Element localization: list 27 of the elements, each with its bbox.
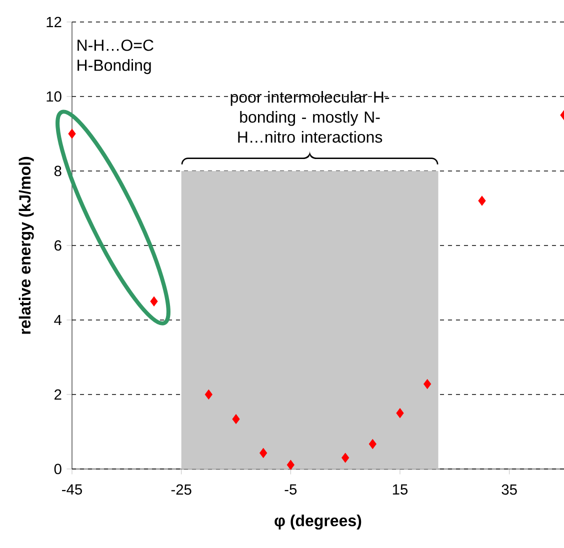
x-tick-label: -45 [62, 484, 82, 495]
point [424, 379, 432, 389]
point [396, 408, 404, 418]
x-tick-label: 35 [502, 484, 517, 495]
point [260, 448, 268, 458]
annotation: poor intermolecular H-bonding - mostly N-H…nitro interactions [230, 90, 390, 143]
x-tick-label: 15 [392, 484, 408, 495]
y-tick-label: 10 [46, 91, 62, 102]
point [68, 128, 76, 139]
point [232, 414, 240, 424]
y-tick-label: 12 [46, 16, 62, 28]
y-tick-label: 0 [54, 464, 62, 474]
x-tick-label: -5 [284, 484, 297, 495]
annotation: N-H…O=C H-Bonding [78, 40, 154, 74]
point [286, 460, 294, 470]
y-tick-label: 8 [54, 166, 62, 176]
y-tick-label: 4 [54, 314, 62, 326]
point [368, 439, 376, 449]
y-tick-label: 2 [54, 389, 62, 400]
point [204, 390, 212, 400]
point [478, 196, 486, 206]
point [342, 452, 350, 463]
x-axis-title: φ (degrees) [274, 514, 362, 530]
y-tick-label: 6 [54, 240, 62, 251]
y-axis-title: relative energy (kJ/mol) [18, 156, 34, 334]
x-tick-label: -25 [171, 484, 192, 495]
point [150, 296, 158, 306]
